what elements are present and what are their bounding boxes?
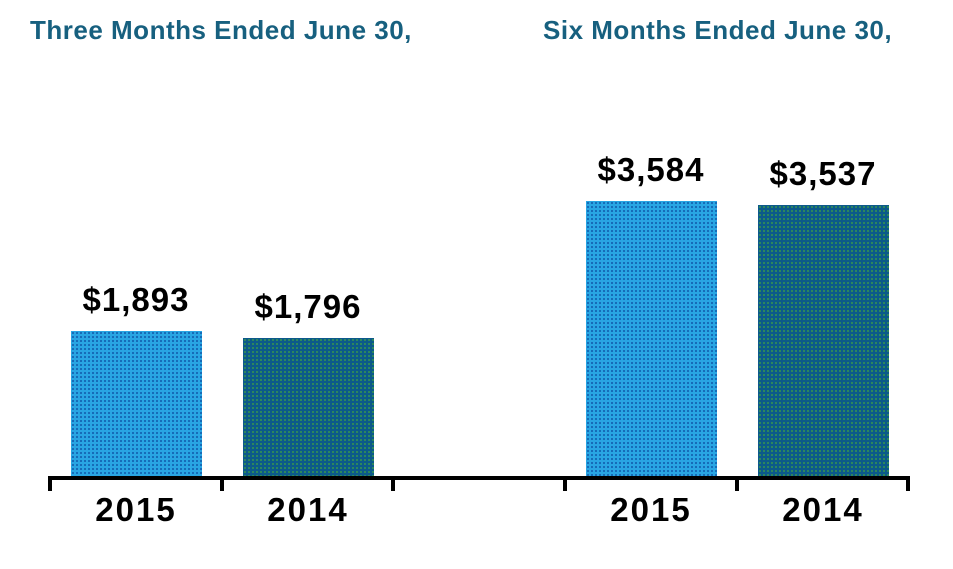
axis-tick <box>48 476 52 491</box>
year-label-six-months-2015: 2015 <box>610 491 692 528</box>
bar-slot-three-months-2015: $1,893 <box>50 280 222 476</box>
year-label-three-months-2015: 2015 <box>95 491 177 528</box>
value-label-six-months-2015: $3,584 <box>597 150 705 188</box>
bar-six-months-2015 <box>585 201 717 476</box>
bar-six-months-2014 <box>757 205 889 476</box>
axis-tick <box>735 476 739 491</box>
year-label-three-months-2014: 2014 <box>267 491 349 528</box>
group-title-three-months: Three Months Ended June 30, <box>30 15 412 45</box>
group-title-six-months: Six Months Ended June 30, <box>543 15 893 45</box>
bar-slot-three-months-2014: $1,796 <box>222 287 394 476</box>
axis-tick <box>391 476 395 491</box>
axis-tick <box>906 476 910 491</box>
bar-three-months-2015 <box>70 331 202 476</box>
bar-slot-six-months-2015: $3,584 <box>565 150 737 476</box>
bar-three-months-2014 <box>242 338 374 476</box>
axis-tick <box>220 476 224 491</box>
value-label-three-months-2015: $1,893 <box>82 280 190 318</box>
value-label-three-months-2014: $1,796 <box>254 287 362 325</box>
bar-slot-six-months-2014: $3,537 <box>737 154 909 476</box>
year-label-six-months-2014: 2014 <box>782 491 864 528</box>
value-label-six-months-2014: $3,537 <box>769 154 877 192</box>
axis-tick <box>563 476 567 491</box>
x-axis-line <box>48 476 910 480</box>
